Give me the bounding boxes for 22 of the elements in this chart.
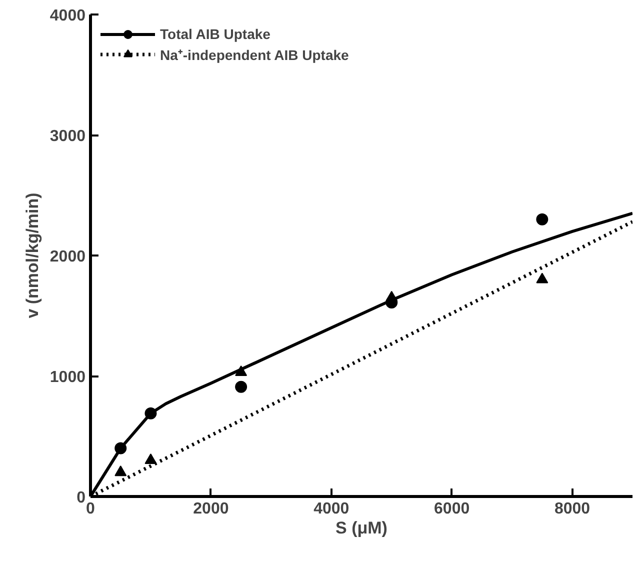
y-tick-label: 3000	[50, 128, 86, 145]
y-tick-label: 1000	[50, 369, 86, 386]
y-axis-title: v (nmol/kg/min)	[22, 192, 42, 318]
y-tick-label: 4000	[50, 8, 86, 24]
point	[235, 380, 248, 393]
x-tick-label: 6000	[434, 500, 470, 518]
point	[536, 272, 548, 284]
point	[144, 454, 157, 464]
point	[114, 466, 127, 476]
point	[114, 442, 127, 454]
legend-label: Total AIB Uptake	[160, 26, 270, 42]
x-tick-label: 2000	[193, 500, 229, 518]
y-tick-label: 2000	[50, 248, 86, 266]
x-tick-label: 4000	[314, 500, 350, 518]
x-axis-title: S (μM)	[336, 518, 388, 538]
point	[536, 213, 548, 226]
point	[144, 407, 157, 420]
point	[386, 290, 398, 302]
x-tick-label: 8000	[554, 500, 590, 518]
y-tick-label: 0	[76, 490, 86, 506]
point	[235, 366, 248, 376]
legend-label: Na⁺-independent AIB Uptake	[160, 46, 349, 64]
